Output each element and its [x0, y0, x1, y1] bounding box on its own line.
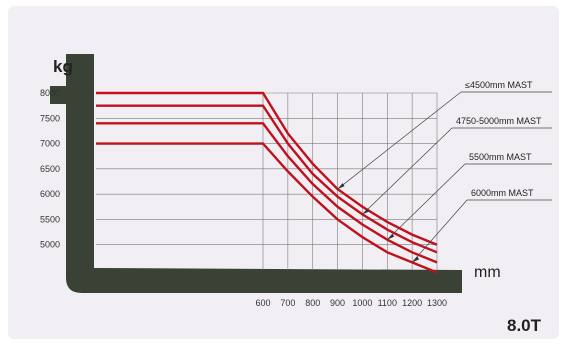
legend-leader-3	[411, 199, 468, 263]
legend-leader-1	[362, 127, 453, 215]
grid-lines	[96, 92, 438, 270]
y-tick-3: 6500	[40, 164, 60, 174]
x-unit-label: mm	[474, 264, 501, 281]
series-line-1	[96, 104, 438, 254]
x-tick-0: 600	[255, 298, 270, 308]
y-unit-label: kg	[53, 57, 73, 76]
series-lines	[96, 91, 438, 274]
series-line-3	[96, 142, 438, 274]
series-line-2	[96, 122, 438, 264]
y-tick-6: 5000	[40, 240, 60, 250]
x-tick-4: 1000	[352, 298, 372, 308]
legend-label-2: 5500mm MAST	[469, 152, 532, 162]
y-tick-labels: 8000 7500 7000 6500 6000 5500 5000	[40, 88, 60, 250]
x-tick-6: 1200	[402, 298, 422, 308]
legend-arrow-3	[412, 256, 420, 263]
legend-label-3: 6000mm MAST	[471, 188, 534, 198]
y-tick-5: 5500	[40, 214, 60, 224]
fork-shape	[50, 54, 462, 293]
series-line-0	[96, 91, 438, 246]
legend-leader-2	[387, 163, 466, 240]
legend: ≤4500mm MAST 4750-5000mm MAST 5500mm MAST 6…	[337, 80, 552, 263]
legend-label-1: 4750-5000mm MAST	[456, 116, 542, 126]
y-tick-1: 7500	[40, 113, 60, 123]
legend-arrow-0	[337, 183, 345, 190]
x-tick-7: 1300	[427, 298, 447, 308]
model-label: 8.0T	[507, 316, 542, 335]
x-tick-labels: 600 700 800 900 1000 1100 1200 1300	[255, 298, 447, 308]
y-tick-2: 7000	[40, 139, 60, 149]
x-tick-1: 700	[280, 298, 295, 308]
x-tick-2: 800	[305, 298, 320, 308]
x-tick-5: 1100	[378, 298, 397, 308]
x-tick-3: 900	[330, 298, 345, 308]
y-tick-0: 8000	[40, 88, 60, 98]
y-tick-4: 6000	[40, 189, 60, 199]
legend-arrow-1	[362, 208, 370, 215]
legend-label-0: ≤4500mm MAST	[465, 80, 533, 90]
legend-leader-0	[337, 91, 462, 190]
legend-arrow-2	[387, 233, 395, 240]
